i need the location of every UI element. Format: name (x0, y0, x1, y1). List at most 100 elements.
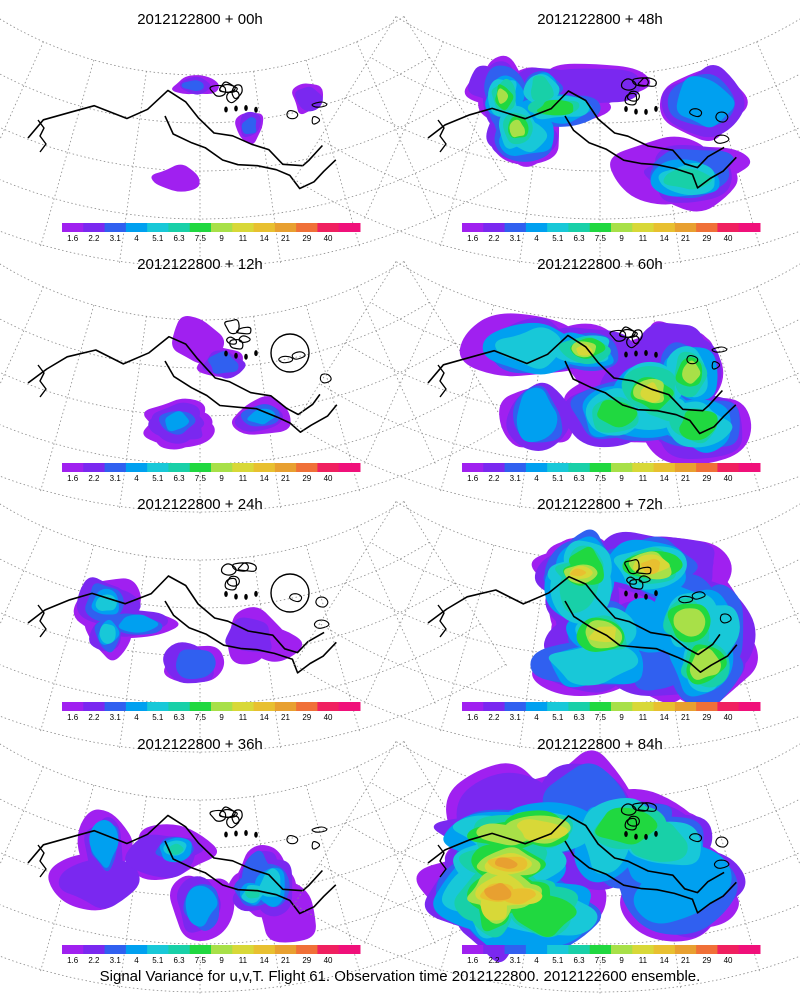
colorbar-tick-label: 7.5 (595, 956, 607, 965)
colorbar-swatch (462, 945, 484, 954)
colorbar-swatch (296, 463, 318, 472)
panel-title: 2012122800 + 84h (537, 736, 663, 753)
colorbar-swatch (632, 702, 655, 711)
colorbar-swatch (589, 945, 612, 954)
colorbar-tick-label: 6.3 (574, 234, 586, 243)
colorbar-swatch (211, 463, 233, 472)
colorbar-swatch (317, 223, 340, 232)
colorbar-tick-label: 7.5 (595, 713, 607, 722)
colorbar-swatch (547, 463, 569, 472)
colorbar-swatch (296, 702, 318, 711)
colorbar-tick-label: 11 (239, 474, 248, 483)
colorbar-swatch (462, 223, 484, 232)
colorbar-swatch (525, 945, 548, 954)
colorbar-tick-label: 29 (302, 234, 311, 243)
colorbar-swatch (653, 702, 676, 711)
colorbar-swatch (147, 223, 169, 232)
map-area (292, 741, 800, 995)
colorbar-swatch (104, 945, 127, 954)
colorbar-tick-label: 29 (702, 956, 711, 965)
colorbar-swatch (274, 463, 297, 472)
colorbar-swatch (338, 702, 361, 711)
colorbar-tick-label: 5.1 (552, 234, 564, 243)
map-area (292, 261, 800, 515)
colorbar-swatch (632, 463, 655, 472)
colorbar-tick-label: 40 (724, 474, 733, 483)
colorbar-swatch (253, 702, 276, 711)
variance-field (416, 750, 746, 963)
colorbar-swatch (125, 463, 148, 472)
colorbar-swatch (253, 463, 276, 472)
colorbar-tick-label: 1.6 (67, 474, 79, 483)
colorbar-tick-label: 7.5 (595, 474, 607, 483)
colorbar-tick-label: 21 (681, 474, 690, 483)
colorbar-swatch (125, 702, 148, 711)
colorbar: 1.6 2.2 3.1 4 5.1 6.3 7.5 9 11 14 21 29 40 (462, 702, 761, 722)
colorbar-swatch (738, 223, 761, 232)
colorbar-swatch (568, 463, 591, 472)
colorbar-tick-label: 1.6 (467, 234, 479, 243)
colorbar-tick-label: 4 (134, 234, 139, 243)
colorbar-swatch (125, 945, 148, 954)
map-panel: 2012122800 + 60h 1.6 2.2 3.1 4 5.1 6.3 7.5 9 11 14… (292, 256, 800, 515)
colorbar-swatch (589, 223, 612, 232)
colorbar-swatch (338, 223, 361, 232)
graticule (0, 16, 508, 270)
colorbar-swatch (632, 223, 655, 232)
colorbar-tick-label: 2.2 (488, 474, 500, 483)
map-panel: 2012122800 + 00h 1.6 2.2 3.1 4 5.1 6.3 7.5 9 11 14… (0, 11, 508, 270)
colorbar-tick-label: 3.1 (110, 234, 122, 243)
colorbar-tick-label: 6.3 (574, 713, 586, 722)
variance-field (530, 529, 758, 707)
colorbar-swatch (717, 463, 740, 472)
colorbar-tick-label: 4 (134, 713, 139, 722)
colorbar-swatch (611, 463, 633, 472)
colorbar-swatch (738, 945, 761, 954)
colorbar-tick-label: 40 (724, 956, 733, 965)
map-panel: 2012122800 + 48h 1.6 2.2 3.1 4 5.1 6.3 7.5 9 11 14… (292, 11, 800, 270)
colorbar-tick-label: 9 (219, 713, 224, 722)
colorbar-swatch (674, 702, 697, 711)
colorbar-swatch (632, 945, 655, 954)
panel-title: 2012122800 + 72h (537, 496, 663, 513)
coastline (27, 562, 337, 674)
colorbar-swatch (83, 945, 106, 954)
colorbar-tick-label: 4 (534, 956, 539, 965)
highlight-circle (270, 333, 310, 373)
colorbar-swatch (274, 945, 297, 954)
colorbar-tick-label: 4 (534, 474, 539, 483)
colorbar-tick-label: 3.1 (110, 713, 122, 722)
colorbar-swatch (653, 223, 676, 232)
colorbar-swatch (104, 223, 127, 232)
colorbar-tick-label: 1.6 (67, 713, 79, 722)
coastline (427, 326, 737, 435)
colorbar-swatch (189, 702, 212, 711)
colorbar-tick-label: 14 (660, 713, 669, 722)
coastline (427, 559, 738, 673)
colorbar-swatch (696, 945, 718, 954)
colorbar-tick-label: 14 (260, 713, 269, 722)
colorbar-swatch (504, 223, 527, 232)
colorbar-tick-label: 40 (324, 956, 333, 965)
colorbar-swatch (253, 945, 276, 954)
colorbar-tick-label: 2.2 (88, 956, 100, 965)
colorbar-tick-label: 9 (619, 713, 624, 722)
highlight-circle (270, 573, 310, 613)
colorbar-tick-label: 29 (702, 474, 711, 483)
colorbar-tick-label: 29 (302, 713, 311, 722)
colorbar-swatch (547, 945, 569, 954)
colorbar: 1.6 2.2 3.1 4 5.1 6.3 7.5 9 11 14 21 29 40 (62, 463, 361, 483)
colorbar-swatch (104, 702, 127, 711)
colorbar: 1.6 2.2 3.1 4 5.1 6.3 7.5 9 11 14 21 29 40 (462, 945, 761, 965)
colorbar-tick-label: 7.5 (195, 713, 207, 722)
colorbar-tick-label: 2.2 (488, 713, 500, 722)
colorbar-tick-label: 21 (681, 713, 690, 722)
colorbar-tick-label: 9 (619, 234, 624, 243)
colorbar-tick-label: 21 (281, 234, 290, 243)
colorbar-tick-label: 7.5 (195, 234, 207, 243)
coastline (27, 81, 337, 190)
colorbar-swatch (611, 945, 633, 954)
colorbar-swatch (83, 463, 106, 472)
colorbar-tick-label: 4 (134, 474, 139, 483)
colorbar-tick-label: 29 (702, 713, 711, 722)
